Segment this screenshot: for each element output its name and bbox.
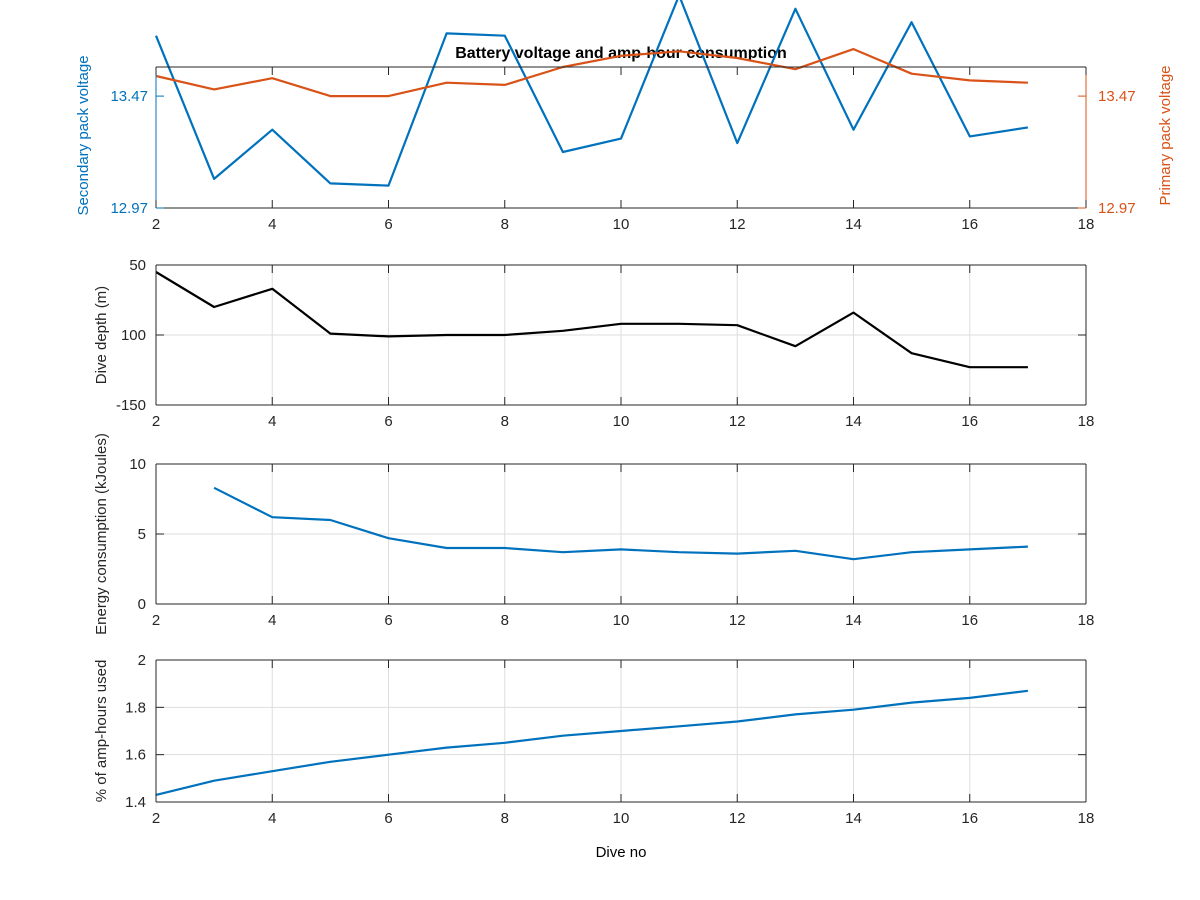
y-axis-label-left: Secondary pack voltage (75, 55, 92, 215)
x-tick-label: 4 (268, 413, 276, 430)
x-tick-label: 12 (729, 612, 746, 629)
y-tick-label: 1.4 (125, 794, 146, 811)
y-tick-label: 2 (138, 652, 146, 669)
x-tick-label: 8 (501, 413, 509, 430)
x-tick-label: 2 (152, 810, 160, 827)
y-tick-label-right: 13.47 (1098, 88, 1136, 105)
x-tick-label: 12 (729, 216, 746, 233)
y-tick-label-left: 13.47 (110, 88, 148, 105)
y-tick-label: 50 (129, 257, 146, 274)
x-tick-label: 12 (729, 413, 746, 430)
x-tick-label: 10 (613, 612, 630, 629)
amp-hours-panel: 2 4 6 8 10 12 14 16 18 1.4 1.6 1.8 2 % of amp-hours u… (93, 652, 1094, 827)
y-tick-label: 1.8 (125, 699, 146, 716)
x-tick-label: 14 (845, 216, 862, 233)
x-tick-label: 10 (613, 216, 630, 233)
x-tick-label: 16 (961, 216, 978, 233)
y-tick-label: 100 (121, 327, 146, 344)
series-line-2 (155, 47, 1028, 98)
x-tick-label: 6 (384, 810, 392, 827)
y-tick-label: 10 (129, 456, 146, 473)
x-tick-label: 4 (268, 612, 276, 629)
figure-title: Battery voltage and amp-hour consumption (455, 45, 787, 62)
x-tick-label: 18 (1078, 612, 1095, 629)
x-tick-label: 8 (501, 216, 509, 233)
x-tick-label: 2 (152, 413, 160, 430)
x-tick-label: 6 (384, 413, 392, 430)
y-axis-label: Energy consumption (kJoules) (93, 433, 110, 635)
x-tick-label: 14 (845, 810, 862, 827)
x-tick-label: 10 (613, 810, 630, 827)
x-tick-label: 14 (845, 612, 862, 629)
series-line-1 (154, 0, 1029, 187)
x-tick-label: 2 (152, 216, 160, 233)
x-tick-label: 6 (384, 216, 392, 233)
y-tick-label-right: 12.97 (1098, 200, 1136, 217)
x-tick-label: 8 (501, 612, 509, 629)
y-axis-label-right: Primary pack voltage (1157, 65, 1174, 205)
x-tick-label: 16 (961, 810, 978, 827)
series-line-1 (155, 271, 1028, 369)
series-line-1 (155, 689, 1029, 796)
y-tick-label: -150 (116, 397, 146, 414)
x-tick-label: 4 (268, 810, 276, 827)
y-tick-label-left: 12.97 (110, 200, 148, 217)
x-tick-label: 8 (501, 810, 509, 827)
x-tick-label: 4 (268, 216, 276, 233)
y-tick-label: 1.6 (125, 747, 146, 764)
x-tick-label: 16 (961, 612, 978, 629)
series-line-1 (213, 486, 1028, 561)
x-tick-label: 18 (1078, 216, 1095, 233)
y-axis-label: % of amp-hours used (93, 660, 110, 803)
dive-depth-panel: 2 4 6 8 10 12 14 16 18 50 100 -150 Dive depth (m) (93, 257, 1094, 430)
x-tick-label: 2 (152, 612, 160, 629)
x-tick-label: 14 (845, 413, 862, 430)
x-tick-label: 12 (729, 810, 746, 827)
y-tick-label: 5 (138, 526, 146, 543)
y-axis-label: Dive depth (m) (93, 286, 110, 384)
x-tick-label: 6 (384, 612, 392, 629)
x-tick-label: 10 (613, 413, 630, 430)
energy-consumption-panel: 2 4 6 8 10 12 14 16 18 0 5 10 Energy consumption (kJ… (93, 433, 1094, 635)
voltage-panel: 2 4 6 8 10 12 14 16 1812.9713.4712.9713.47Second… (75, 0, 1174, 233)
x-tick-label: 18 (1078, 810, 1095, 827)
x-tick-label: 18 (1078, 413, 1095, 430)
x-axis-label: Dive no (596, 844, 647, 861)
x-tick-label: 16 (961, 413, 978, 430)
y-tick-label: 0 (138, 596, 146, 613)
